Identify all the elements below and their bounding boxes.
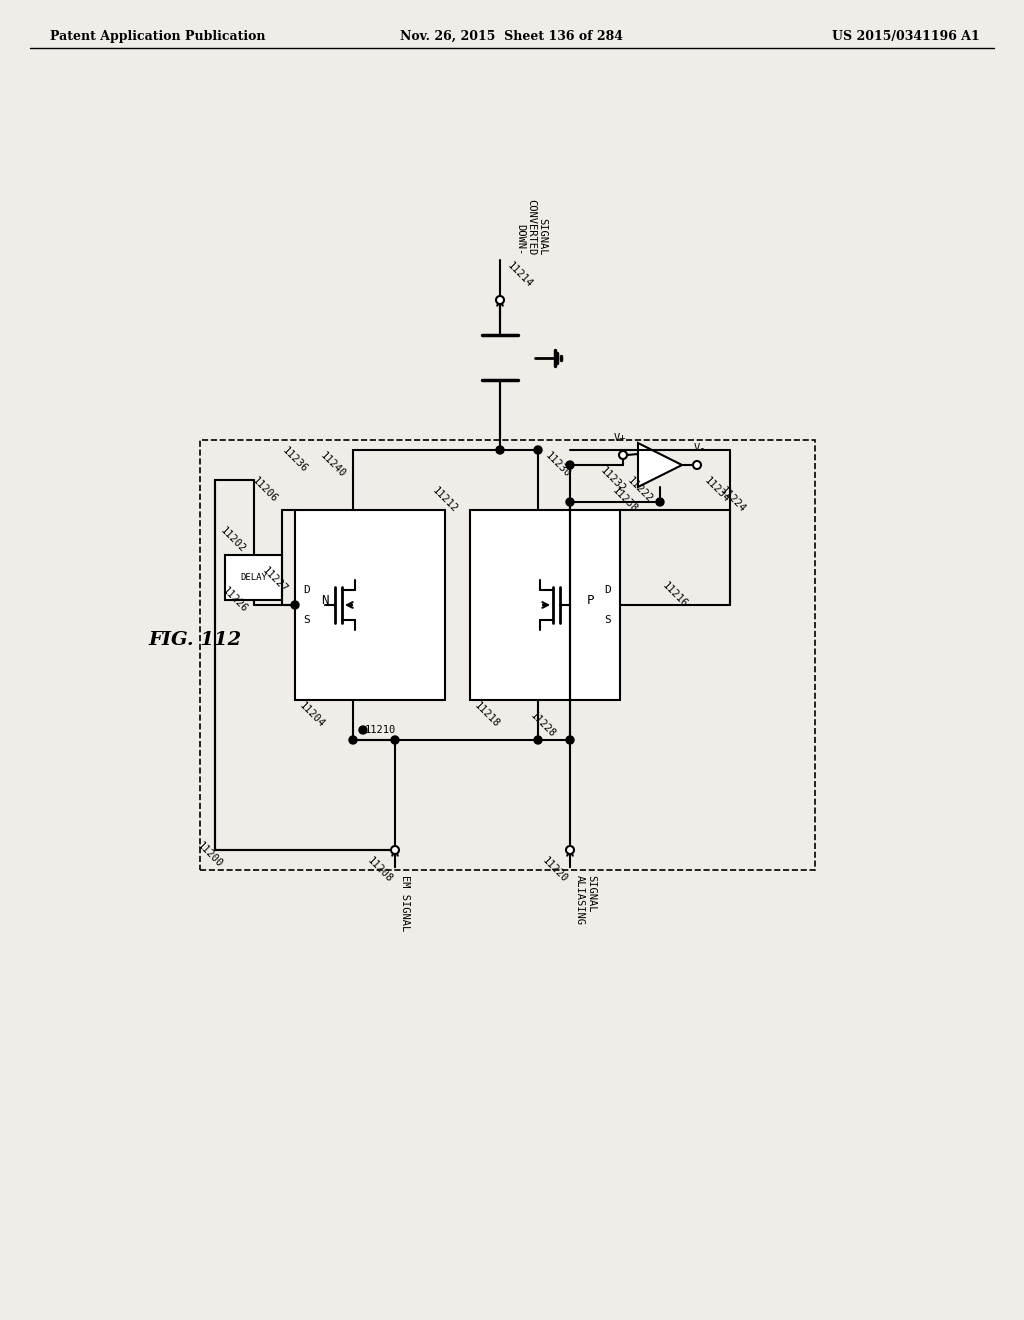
Bar [200, 440, 815, 870]
Polygon shape [638, 444, 682, 487]
Text: 11206: 11206 [250, 475, 280, 504]
Circle shape [534, 446, 542, 454]
Text: 11218: 11218 [472, 701, 501, 730]
Text: DOWN-: DOWN- [515, 224, 525, 255]
Text: 11222: 11222 [625, 475, 654, 504]
Text: SIGNAL: SIGNAL [537, 218, 547, 255]
Text: 11227: 11227 [260, 565, 289, 594]
Circle shape [534, 737, 542, 744]
Circle shape [359, 726, 367, 734]
Text: SIGNAL: SIGNAL [586, 875, 596, 912]
Text: Nov. 26, 2015  Sheet 136 of 284: Nov. 26, 2015 Sheet 136 of 284 [400, 30, 624, 44]
Text: V+: V+ [613, 433, 627, 444]
Text: 11220: 11220 [540, 855, 569, 884]
Circle shape [566, 461, 574, 469]
Text: 11200: 11200 [195, 841, 224, 870]
Text: 11228: 11228 [528, 710, 557, 739]
Circle shape [496, 446, 504, 454]
Text: 11202: 11202 [218, 525, 247, 554]
Text: N: N [322, 594, 329, 606]
Text: 11232: 11232 [598, 466, 627, 495]
Text: DELAY: DELAY [240, 573, 267, 582]
Circle shape [349, 737, 357, 744]
Circle shape [391, 737, 399, 744]
Text: P: P [587, 594, 594, 606]
Text: D: D [304, 585, 310, 595]
Text: 11216: 11216 [660, 581, 689, 610]
Text: S: S [304, 615, 310, 624]
Text: ALIASING: ALIASING [575, 875, 585, 925]
Text: 11234: 11234 [702, 475, 731, 504]
Circle shape [566, 737, 574, 744]
Circle shape [566, 846, 574, 854]
Text: 11226: 11226 [220, 585, 249, 615]
Bar [225, 554, 282, 601]
Text: 11230: 11230 [543, 450, 572, 479]
Text: V-: V- [693, 444, 707, 453]
Text: 11238: 11238 [610, 486, 639, 515]
Text: FIG. 112: FIG. 112 [148, 631, 242, 649]
Text: S: S [604, 615, 611, 624]
Text: 11236: 11236 [280, 445, 309, 475]
Text: 11212: 11212 [430, 486, 459, 515]
Text: CONVERTED: CONVERTED [526, 199, 536, 255]
Text: 11210: 11210 [365, 725, 396, 735]
Text: 11208: 11208 [365, 855, 394, 884]
Circle shape [391, 846, 399, 854]
Circle shape [566, 498, 574, 506]
Circle shape [291, 601, 299, 609]
Bar [470, 510, 620, 700]
Text: D: D [604, 585, 611, 595]
Text: 11204: 11204 [297, 701, 327, 730]
Circle shape [496, 296, 504, 304]
Circle shape [618, 451, 627, 459]
Text: EM SIGNAL: EM SIGNAL [400, 875, 410, 931]
Text: Patent Application Publication: Patent Application Publication [50, 30, 265, 44]
Circle shape [693, 461, 701, 469]
Bar [295, 510, 445, 700]
Circle shape [656, 498, 664, 506]
Text: US 2015/0341196 A1: US 2015/0341196 A1 [833, 30, 980, 44]
Text: 11214: 11214 [505, 260, 535, 289]
Text: 11240: 11240 [318, 450, 347, 479]
Text: 11224: 11224 [718, 486, 748, 515]
